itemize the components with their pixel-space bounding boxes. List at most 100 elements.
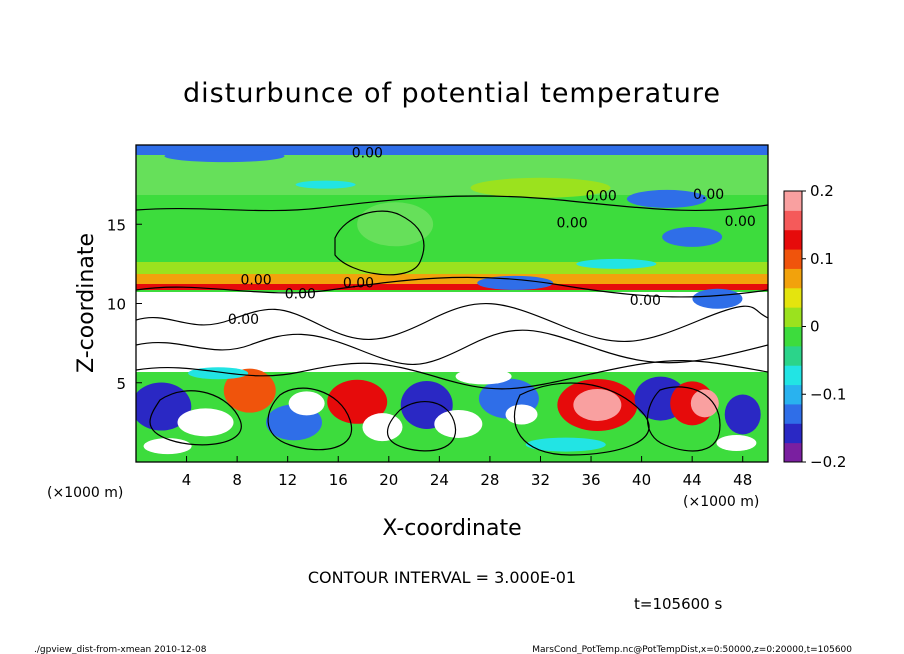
colorbar-segment: [784, 307, 802, 327]
contour-line: [136, 276, 768, 298]
colorbar-segment: [784, 191, 802, 211]
contour-label: 0.00: [352, 146, 383, 162]
x-tick-label: 44: [683, 471, 702, 489]
convective-cell: [434, 409, 483, 438]
contour-label: 0.00: [285, 287, 316, 303]
band-red: [136, 284, 768, 290]
x-tick-label: 12: [278, 471, 297, 489]
convective-cell: [716, 434, 757, 451]
colorbar-segment: [784, 365, 802, 386]
chart-title: disturbunce of potential temperature: [183, 78, 721, 109]
colorbar-label: −0.1: [810, 385, 846, 403]
contour-line: [386, 401, 457, 452]
blue-patch: [164, 150, 285, 163]
colorbar: [784, 191, 802, 463]
colorbar-label: 0.2: [810, 182, 834, 200]
convective-cell: [362, 413, 403, 442]
x-tick-label: 16: [329, 471, 348, 489]
contour-line: [136, 360, 768, 390]
x-tick-label: 28: [480, 471, 499, 489]
colorbar-segment: [784, 249, 802, 269]
contour-label: 0.00: [240, 272, 271, 288]
band-orange: [136, 274, 768, 284]
field-blobs: [136, 150, 761, 455]
colorbar-segment: [784, 326, 802, 347]
colorbar-segment: [784, 345, 802, 366]
contour-label: 0.00: [693, 187, 724, 203]
contour-line: [647, 386, 721, 452]
contour-lines: [136, 195, 768, 456]
x-axis-label: X-coordinate: [382, 516, 521, 541]
y-tick-label: 15: [107, 216, 126, 234]
contour-line: [136, 195, 768, 212]
y-axis-label: Z-coordinate: [74, 233, 99, 373]
colorbar-segment: [784, 210, 802, 231]
cyan-patch: [295, 180, 356, 189]
convective-cell: [177, 408, 234, 437]
contour-line: [136, 303, 768, 343]
colorbar-segment: [784, 403, 802, 424]
x-unit-label-left: (×1000 m): [47, 485, 123, 501]
x-tick-label: 20: [379, 471, 398, 489]
convective-cell: [455, 368, 512, 385]
convective-cell: [223, 368, 276, 413]
time-text: t=105600 s: [634, 595, 722, 613]
contour-label: 0.00: [586, 188, 617, 204]
contour-label: 0.00: [630, 293, 661, 309]
colorbar-label: −0.2: [810, 453, 846, 471]
x-tick-label: 4: [182, 471, 192, 489]
x-tick-label: 36: [581, 471, 600, 489]
x-unit-label-right: (×1000 m): [683, 494, 759, 510]
footer-data-source: MarsCond_PotTemp.nc@PotTempDist,x=0:5000…: [532, 645, 852, 654]
y-tick-label: 10: [107, 296, 126, 314]
convective-cell: [143, 438, 192, 455]
convective-cell: [573, 388, 622, 421]
contour-labels: 0.000.00 0.000.00 0.000.00 0.000.00 0.000.00: [228, 146, 756, 328]
convective-cell: [690, 389, 719, 418]
contour-label: 0.00: [725, 214, 756, 230]
x-axis-ticks: 4 8 12 16 20 24 28 32 36 40 44 48: [182, 456, 752, 489]
band-yellow-green: [136, 262, 768, 274]
contour-interval-text: CONTOUR INTERVAL = 3.000E-01: [308, 568, 576, 587]
contour-line: [149, 390, 242, 446]
band-white-mixed: [136, 292, 768, 372]
colorbar-segment: [784, 268, 802, 289]
upper-plume: [357, 202, 434, 247]
convective-cell: [505, 404, 538, 425]
footer-script-name: ./gpview_dist-from-xmean 2010-12-08: [34, 645, 207, 654]
convective-cell: [525, 437, 606, 452]
contour-line: [267, 387, 353, 451]
contour-label: 0.00: [556, 215, 587, 231]
colorbar-segment: [784, 442, 802, 463]
upper-streak: [470, 177, 611, 198]
x-tick-label: 24: [430, 471, 449, 489]
colorbar-label: 0: [810, 318, 820, 336]
colorbar-labels: 0.2 0.1 0 −0.1 −0.2: [802, 182, 846, 471]
cyan-patch: [576, 258, 657, 269]
colorbar-label: 0.1: [810, 250, 834, 268]
x-tick-label: 8: [232, 471, 242, 489]
x-tick-label: 40: [632, 471, 651, 489]
x-tick-label: 32: [531, 471, 550, 489]
blue-patch: [477, 275, 554, 290]
contour-label: 0.00: [228, 312, 259, 328]
contour-line: [136, 329, 768, 366]
colorbar-segment: [784, 384, 802, 405]
temperature-field: 0.000.00 0.000.00 0.000.00 0.000.00 0.000.00: [136, 145, 768, 462]
blue-patch: [692, 288, 743, 309]
x-tick-label: 48: [733, 471, 752, 489]
y-tick-label: 5: [116, 375, 126, 393]
convective-cell: [327, 379, 388, 424]
colorbar-segment: [784, 229, 802, 250]
convective-cell: [288, 391, 325, 416]
blue-patch: [626, 189, 707, 208]
band-top-blue: [136, 145, 768, 155]
blue-patch: [662, 226, 723, 247]
convective-cell: [724, 394, 761, 435]
colorbar-segment: [784, 423, 802, 444]
contour-line: [513, 382, 650, 456]
y-axis-ticks: 5 10 15: [107, 216, 142, 393]
colorbar-segment: [784, 287, 802, 308]
contour-label: 0.00: [343, 276, 374, 292]
